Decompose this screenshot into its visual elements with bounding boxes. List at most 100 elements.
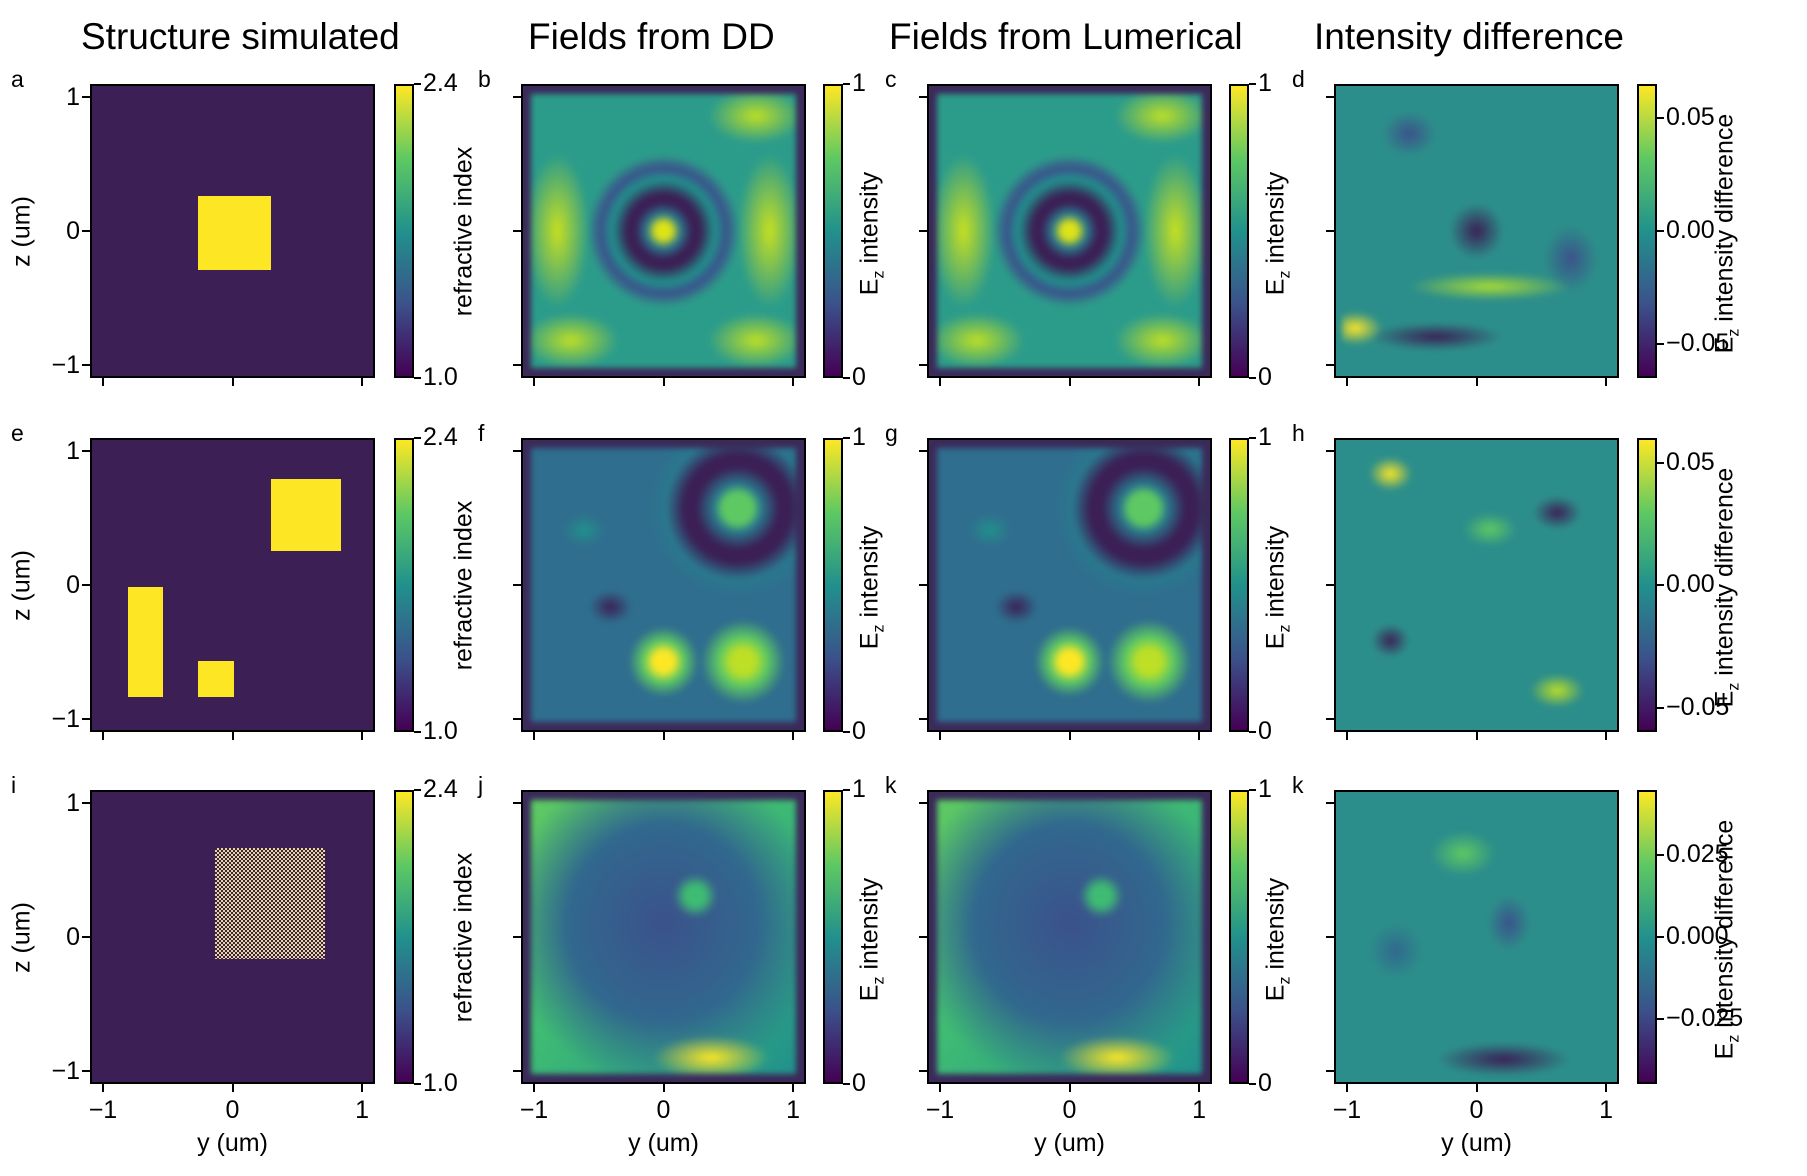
colorbar-tick-mark [414,789,421,791]
inclusion-rect [215,848,326,960]
colorbar-tick-mark [1249,789,1256,791]
heatmap-panel [90,84,375,378]
x-tick-mark [231,378,234,386]
colorbar-tick-mark [1249,83,1256,85]
x-tick-label: −1 [88,1096,118,1124]
x-tick-mark [1605,1084,1608,1092]
colorbar-tick-label: 0 [1258,363,1272,391]
x-tick-mark [662,732,665,740]
colorbar-tick-label: 1 [1258,423,1272,451]
y-tick-label: 1 [66,437,80,466]
panel-letter: j [478,772,484,798]
x-tick-label: 0 [656,1096,671,1124]
colorbar-tick-label: 1 [1258,775,1272,803]
x-axis-label: y (um) [1034,1129,1105,1157]
colorbar-tick-label: 0 [1258,717,1272,745]
x-tick-mark [662,378,665,386]
colorbar-label: Ez intensity difference [1710,819,1743,1060]
colorbar-tick-label: 2.4 [423,69,458,97]
y-tick-mark [1326,584,1334,586]
y-tick-mark [82,1069,90,1072]
colorbar-tick-mark [1249,377,1256,379]
colorbar-label: Ez intensity [855,525,888,650]
x-tick-mark [1605,378,1608,386]
y-tick-mark [919,1069,927,1072]
colorbar-tick-mark [1657,584,1664,586]
colorbar-tick-mark [414,1083,421,1085]
heatmap-panel [927,790,1212,1084]
x-tick-mark [938,378,941,386]
field-map [937,94,1202,368]
colorbar-tick-mark [414,377,421,379]
y-tick-mark [82,936,90,938]
x-tick-label: 1 [1192,1096,1206,1124]
panel-letter: d [1292,66,1305,92]
panel-letter: b [478,66,491,92]
x-tick-mark [1068,732,1071,740]
panel-letter: f [478,420,485,446]
colorbar-tick-label: −0.05 [1666,692,1730,721]
x-tick-mark [101,378,104,386]
colorbar-tick-label: 0 [852,363,866,391]
colorbar-label: refractive index [449,852,478,1023]
x-tick-mark [1345,378,1348,386]
colorbar-tick-label: 0.00 [1666,570,1715,598]
x-tick-mark [792,732,795,740]
colorbar-tick-label: −0.05 [1666,329,1730,358]
colorbar-tick-label: 0.025 [1666,840,1729,869]
heatmap-panel [521,790,806,1084]
y-tick-mark [1326,802,1334,805]
colorbar-label: refractive index [449,146,478,317]
x-tick-mark [1475,1084,1478,1092]
x-tick-mark [532,1084,535,1092]
y-tick-label: −1 [51,1056,80,1085]
x-tick-label: 0 [1062,1096,1077,1124]
colorbar-label: refractive index [449,500,478,671]
y-tick-mark [82,363,90,366]
x-tick-mark [361,732,364,740]
colorbar-tick-mark [414,83,421,85]
y-tick-mark [82,96,90,99]
colorbar [394,790,414,1084]
y-tick-mark [82,717,90,720]
panel-letter: h [1292,420,1305,446]
field-map [531,448,796,722]
field-map [1342,446,1611,724]
y-tick-label: 0 [66,217,80,245]
x-tick-mark [792,378,795,386]
inclusion-rect [270,478,341,551]
colorbar-tick-mark [843,437,850,439]
y-tick-mark [919,936,927,938]
y-tick-label: 0 [66,923,80,951]
x-tick-mark [792,1084,795,1092]
colorbar-tick-mark [414,437,421,439]
y-tick-mark [513,450,521,453]
y-tick-mark [919,717,927,720]
y-tick-label: −1 [51,350,80,379]
colorbar-tick-mark [1657,706,1664,709]
colorbar-tick-mark [1657,116,1664,119]
colorbar [823,84,843,378]
colorbar-tick-mark [1249,437,1256,439]
colorbar-tick-label: 0 [852,1069,866,1097]
colorbar-tick-label: 1 [852,69,866,97]
colorbar-tick-label: 1 [852,423,866,451]
x-tick-mark [1605,732,1608,740]
y-tick-mark [1326,96,1334,99]
x-axis-label: y (um) [1441,1129,1512,1157]
field-map [531,800,796,1074]
colorbar-tick-label: 0 [852,717,866,745]
heatmap-panel [1334,84,1619,378]
y-tick-mark [513,802,521,805]
colorbar-tick-label: 0.00 [1666,216,1715,244]
colorbar-tick-mark [1249,731,1256,733]
y-tick-mark [82,584,90,586]
y-tick-mark [513,96,521,99]
colorbar [1229,438,1249,732]
colorbar-tick-label: 0.05 [1666,102,1715,131]
y-tick-mark [82,230,90,232]
colorbar-tick-mark [414,731,421,733]
x-tick-mark [361,1084,364,1092]
y-tick-mark [513,363,521,366]
colorbar-tick-label: 2.4 [423,423,458,451]
